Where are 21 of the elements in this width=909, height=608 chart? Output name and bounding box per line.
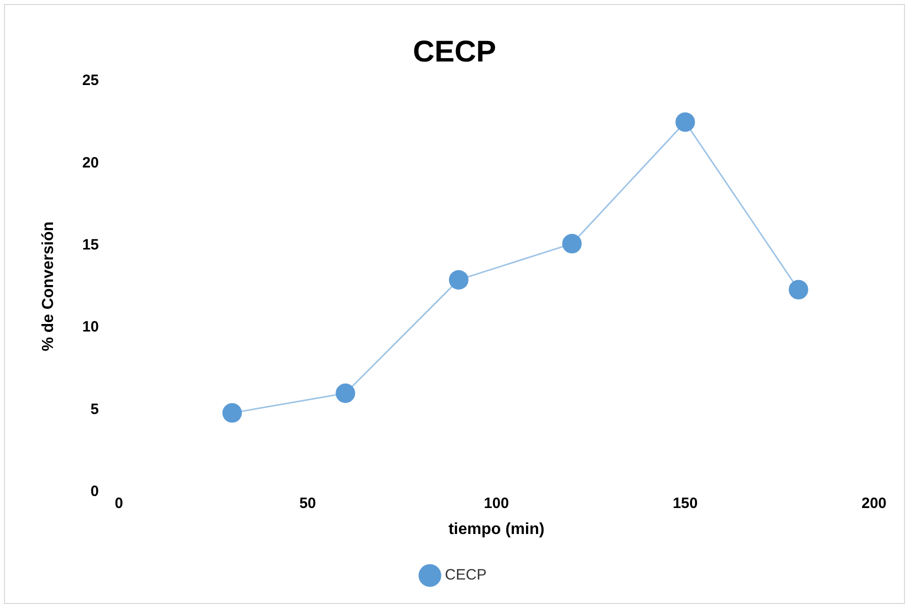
- point: [448, 270, 468, 290]
- y-tick-label: 20: [82, 154, 99, 172]
- point: [336, 383, 356, 403]
- y-tick-label: 5: [90, 400, 99, 418]
- x-tick-label: 100: [484, 494, 509, 512]
- y-tick-label: 0: [90, 482, 99, 500]
- point: [562, 234, 582, 254]
- chart-title: CECP: [412, 35, 496, 68]
- point: [675, 112, 695, 132]
- legend-label: CECP: [444, 566, 487, 584]
- y-tick-label: 25: [82, 72, 99, 90]
- x-tick-label: 200: [861, 494, 887, 512]
- y-axis-title: % de Conversión: [40, 221, 58, 352]
- x-tick-label: 0: [114, 494, 124, 512]
- y-tick-label: 15: [82, 236, 99, 254]
- y-tick-label: 10: [82, 318, 99, 336]
- x-tick-label: 150: [672, 494, 698, 512]
- point: [788, 280, 808, 300]
- x-axis-title: tiempo (min): [448, 520, 544, 538]
- point: [222, 403, 242, 423]
- x-tick-label: 50: [299, 494, 316, 512]
